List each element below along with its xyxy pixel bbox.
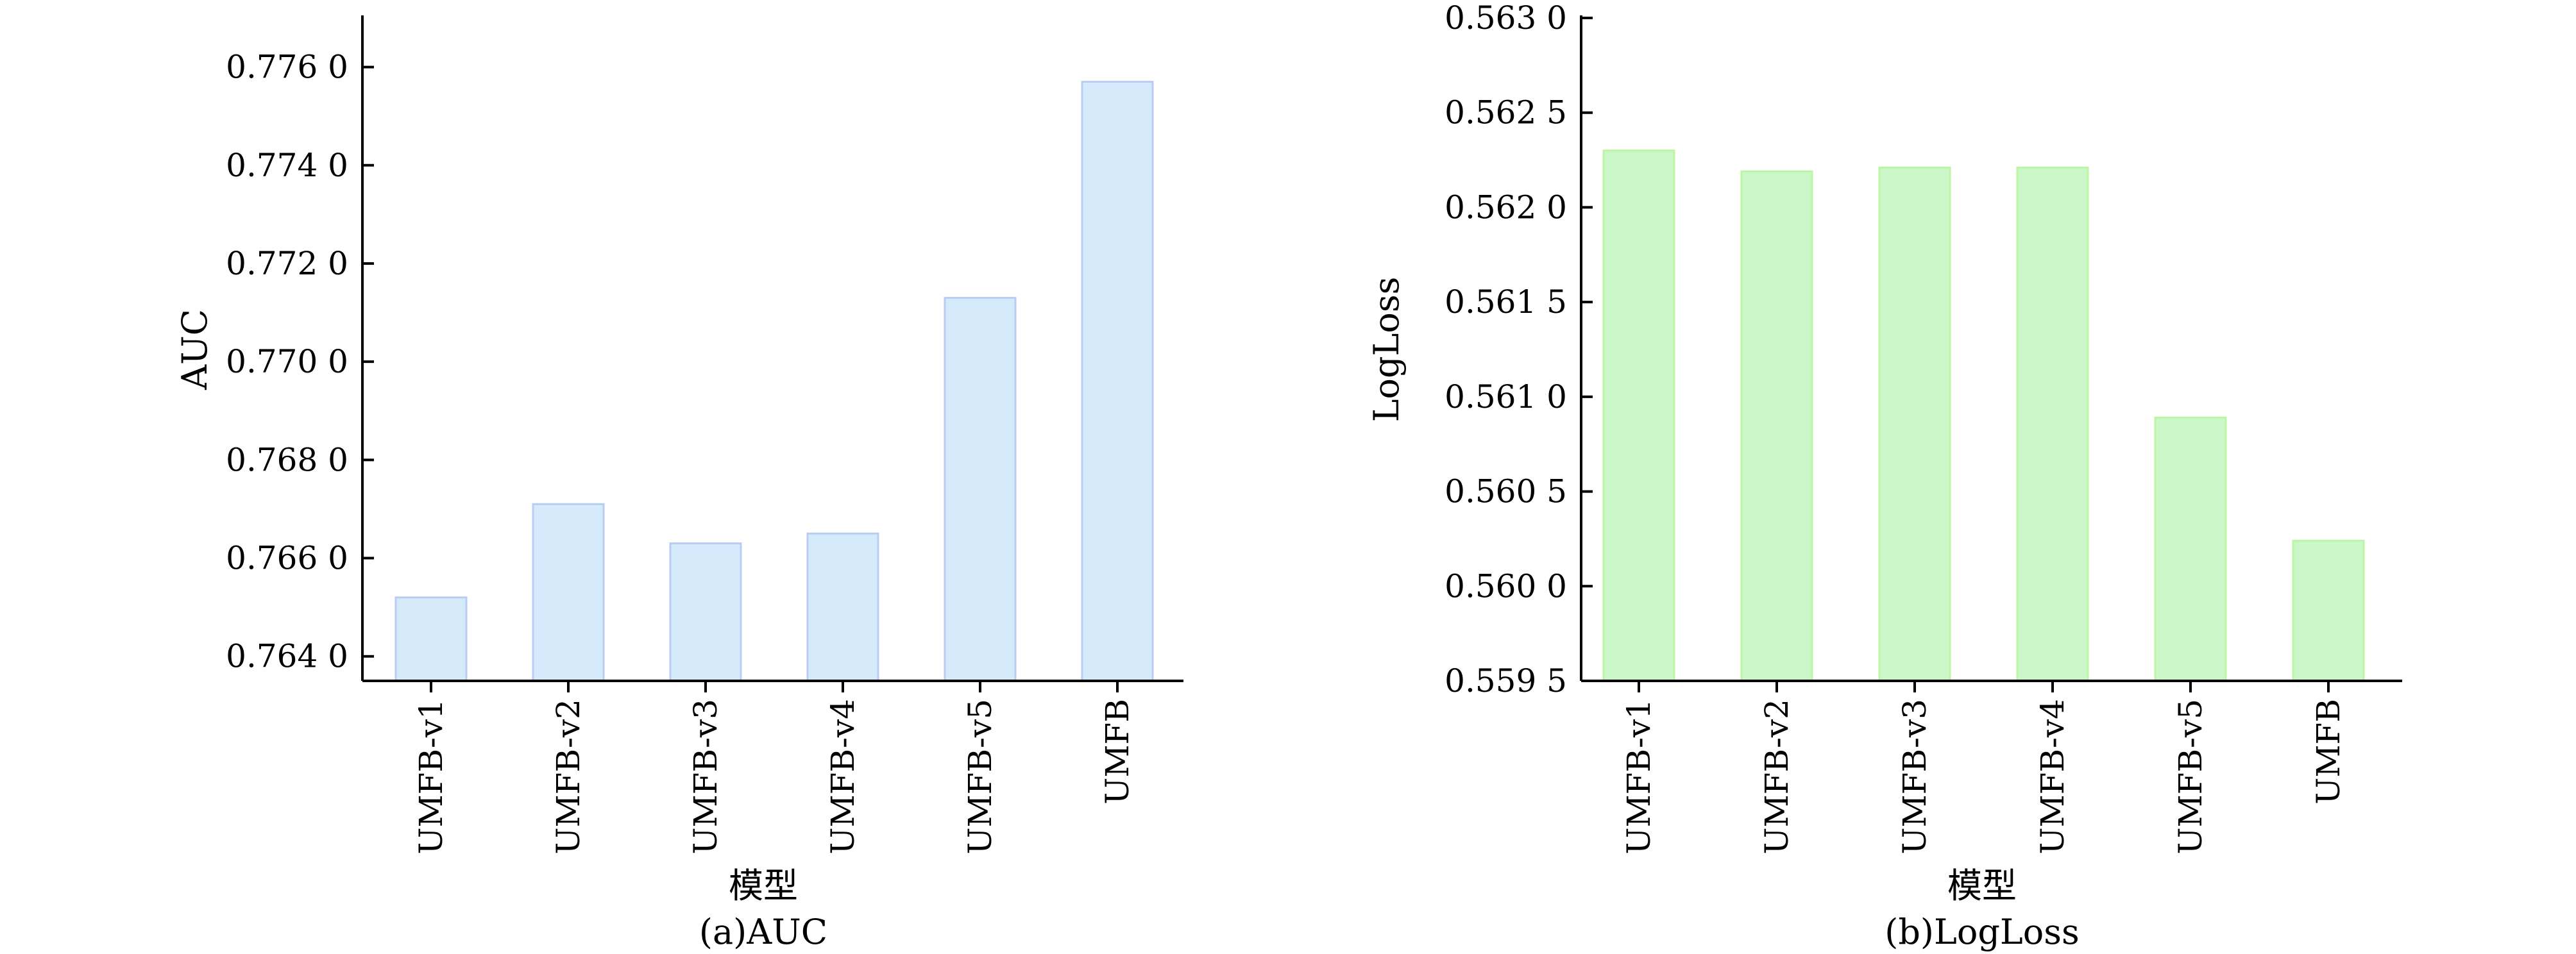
y-tick-label: 0.764 0 (226, 638, 348, 675)
y-tick-label: 0.776 0 (226, 49, 348, 86)
bar-umfb-v3 (669, 542, 742, 682)
y-axis-title: AUC (174, 309, 215, 390)
x-axis-title: 模型 (1947, 866, 2017, 906)
bar-umfb-v5 (944, 297, 1017, 682)
x-tick-label: UMFB (1099, 699, 1136, 805)
y-axis-title: LogLoss (1366, 277, 1407, 423)
bar-umfb-v4 (806, 532, 879, 682)
auc-chart: 0.764 0 0.766 0 0.768 0 0.770 0 0.772 0 0.774… (174, 15, 1183, 952)
bar-umfb-v2 (1740, 170, 1813, 682)
y-tick-label: 0.560 0 (1445, 567, 1567, 605)
bar-umfb-v3 (1878, 166, 1951, 682)
bar-umfb (1081, 81, 1154, 682)
logloss-chart: 0.559 5 0.560 0 0.560 5 0.561 0 0.561 5 0.562… (1366, 0, 2402, 952)
bar-umfb-v1 (394, 596, 468, 682)
x-tick-label: UMFB-v5 (962, 699, 999, 855)
x-tick-label: UMFB-v2 (550, 699, 587, 855)
y-tick-label: 0.774 0 (226, 147, 348, 184)
x-tick-label: UMFB-v5 (2172, 699, 2209, 855)
x-tick-label: UMFB-v4 (2034, 699, 2071, 855)
bar-umfb-v1 (1602, 149, 1675, 682)
y-tick-label: 0.561 0 (1445, 378, 1567, 415)
y-tick-label: 0.766 0 (226, 540, 348, 577)
y-tick-label: 0.772 0 (226, 245, 348, 282)
x-tick-label: UMFB-v1 (412, 699, 450, 855)
bar-umfb-v4 (2016, 166, 2089, 682)
chart-caption: (b)LogLoss (1885, 912, 2079, 952)
bar-umfb-v2 (532, 503, 605, 682)
y-tick-label: 0.562 0 (1445, 188, 1567, 226)
y-tick-label: 0.559 5 (1445, 662, 1567, 699)
y-tick-label: 0.561 5 (1445, 283, 1567, 321)
x-axis-title: 模型 (729, 866, 798, 906)
y-tick-label: 0.562 5 (1445, 94, 1567, 131)
x-tick-label: UMFB-v1 (1620, 699, 1657, 855)
y-tick-label: 0.770 0 (226, 343, 348, 380)
x-tick-label: UMFB-v3 (687, 699, 724, 855)
chart-caption: (a)AUC (699, 912, 827, 952)
x-tick-label: UMFB (2310, 699, 2347, 805)
y-tick-label: 0.563 0 (1445, 0, 1567, 37)
bar-umfb (2292, 539, 2365, 682)
y-tick-label: 0.768 0 (226, 441, 348, 478)
x-tick-label: UMFB-v4 (824, 699, 861, 855)
bar-umfb-v5 (2154, 416, 2227, 682)
y-tick-label: 0.560 5 (1445, 473, 1567, 510)
x-tick-label: UMFB-v2 (1758, 699, 1795, 855)
x-tick-label: UMFB-v3 (1896, 699, 1933, 855)
